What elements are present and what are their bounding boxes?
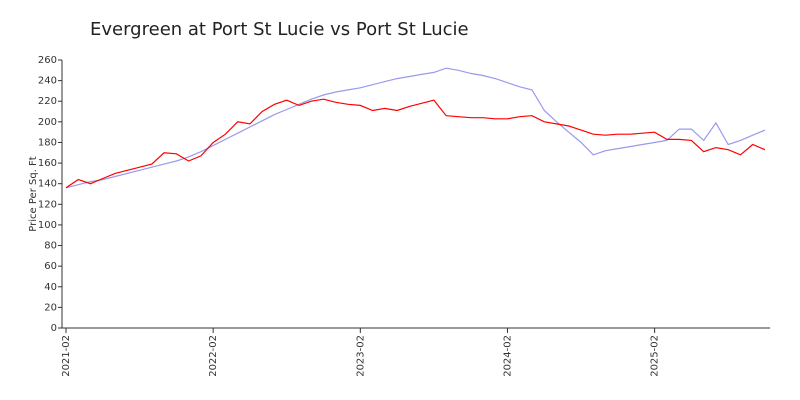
chart-title: Evergreen at Port St Lucie vs Port St Lu… bbox=[90, 19, 469, 40]
y-tick-label: 200 bbox=[38, 117, 57, 128]
y-tick-label: 40 bbox=[44, 282, 57, 293]
y-tick-label: 80 bbox=[44, 241, 57, 252]
y-tick-label: 140 bbox=[38, 179, 57, 190]
y-tick-label: 0 bbox=[51, 323, 57, 334]
x-tick-label: 2025-02 bbox=[650, 335, 661, 377]
y-tick-label: 220 bbox=[38, 96, 57, 107]
y-tick-label: 240 bbox=[38, 76, 57, 87]
y-tick-label: 100 bbox=[38, 220, 57, 231]
y-tick-label: 160 bbox=[38, 158, 57, 169]
x-tick-label: 2022-02 bbox=[208, 335, 219, 377]
y-tick-label: 260 bbox=[38, 55, 57, 66]
x-tick-label: 2023-02 bbox=[355, 335, 366, 377]
y-tick-label: 60 bbox=[44, 261, 57, 272]
series-line bbox=[65, 98, 766, 189]
y-tick-label: 120 bbox=[38, 199, 57, 210]
y-tick-label: 20 bbox=[44, 302, 57, 313]
series-line bbox=[65, 67, 766, 189]
x-tick-label: 2021-02 bbox=[61, 335, 72, 377]
y-tick-label: 180 bbox=[38, 137, 57, 148]
x-tick-label: 2024-02 bbox=[502, 335, 513, 377]
y-axis-label: Price Per Sq. Ft bbox=[28, 156, 39, 231]
